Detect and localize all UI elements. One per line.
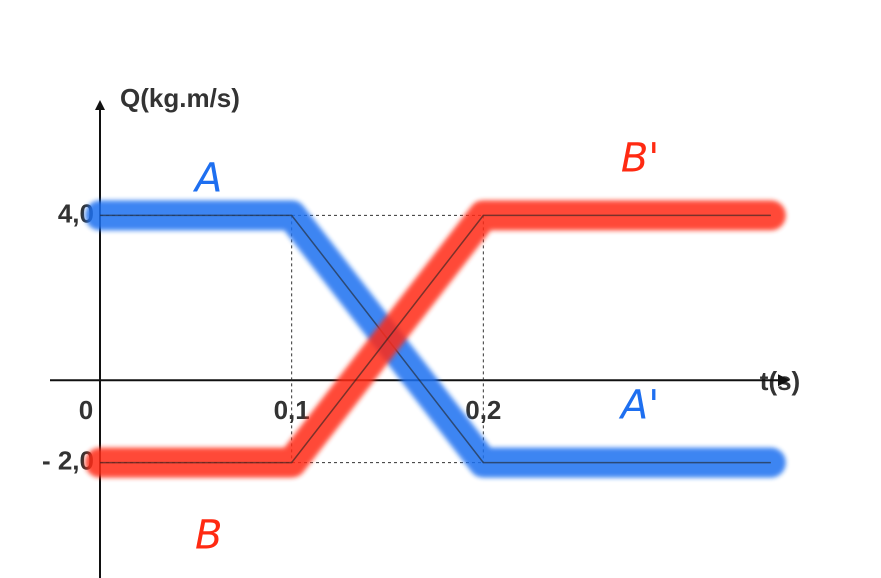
series-line [100, 214, 771, 464]
y-axis-arrow [95, 100, 105, 110]
series-line [100, 214, 771, 464]
y-axis-label: Q(kg.m/s) [120, 83, 240, 113]
series-highlight [85, 200, 786, 478]
series-end-label: A' [618, 383, 659, 429]
series-name: B [195, 513, 222, 559]
x-axis-arrow [778, 374, 790, 387]
series-name: A [192, 155, 222, 201]
series-highlight [85, 200, 786, 478]
series-end-label: B' [621, 135, 659, 181]
x-tick-label: 0 [79, 395, 93, 425]
